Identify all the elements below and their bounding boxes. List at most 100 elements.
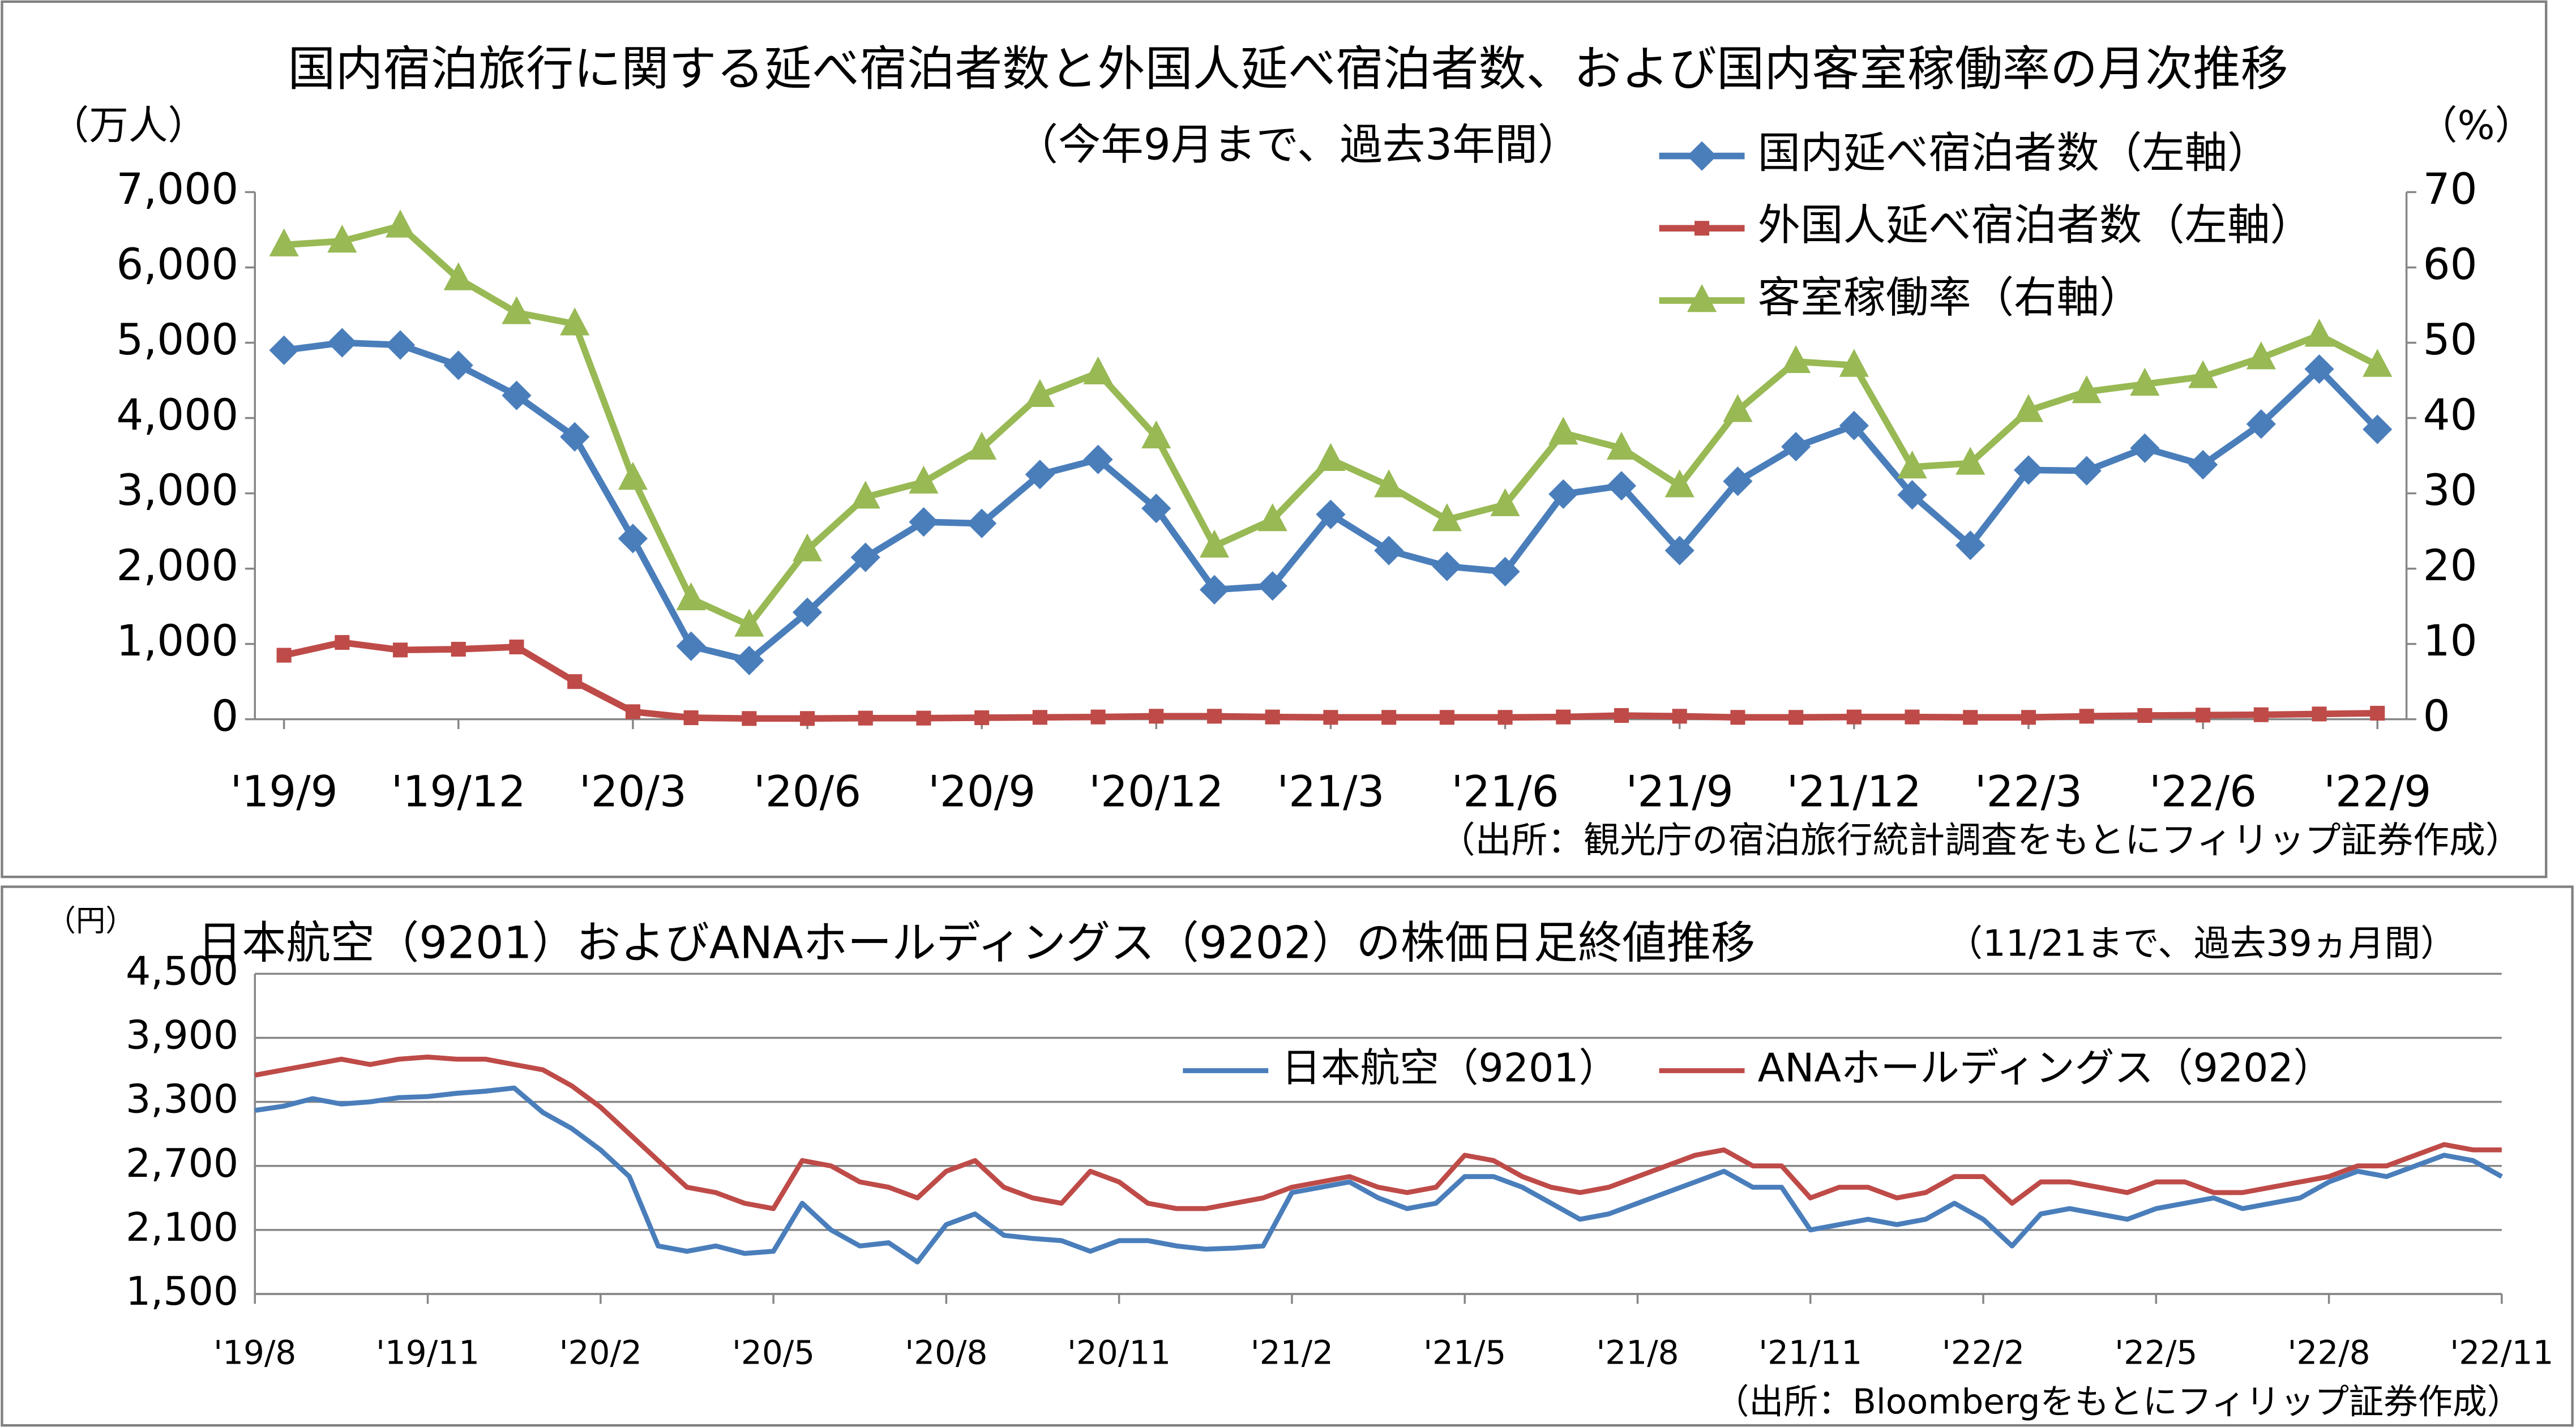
data-point — [502, 296, 532, 324]
x-tick-label: '21/12 — [1787, 767, 1922, 817]
x-tick-label: '20/3 — [579, 767, 687, 817]
y2-tick-label: 60 — [2423, 239, 2477, 289]
data-point — [1905, 709, 1920, 725]
data-point — [1548, 479, 1578, 509]
data-point — [2188, 360, 2218, 388]
y-tick-label: 4,000 — [116, 390, 238, 440]
data-point — [1497, 710, 1513, 725]
data-point — [1614, 708, 1629, 723]
data-point — [734, 608, 764, 637]
data-point — [1672, 709, 1687, 724]
data-point — [1090, 709, 1106, 725]
data-point — [2363, 349, 2393, 377]
data-point — [1664, 469, 1694, 498]
data-point — [1548, 417, 1578, 445]
data-point — [509, 639, 524, 654]
x-tick-label: '21/6 — [1452, 767, 1559, 817]
data-point — [335, 635, 350, 650]
data-point — [1897, 450, 1927, 479]
y-tick-label: 0 — [211, 691, 238, 741]
data-point — [1265, 709, 1280, 725]
data-point — [567, 674, 583, 689]
data-point — [967, 431, 997, 460]
data-point — [1257, 503, 1287, 532]
data-point — [443, 350, 473, 380]
legend-marker — [1694, 221, 1710, 236]
data-point — [1316, 443, 1346, 471]
x-tick-label: '19/12 — [391, 767, 526, 817]
legend-marker — [1687, 141, 1717, 171]
y-tick-label: 2,700 — [126, 1141, 238, 1186]
series-line — [283, 639, 2378, 722]
data-point — [618, 461, 648, 490]
chart-frame — [1, 0, 2548, 879]
x-tick-label: '19/11 — [376, 1333, 480, 1372]
x-tick-label: '20/12 — [1089, 767, 1223, 817]
data-point — [1606, 431, 1637, 460]
x-tick-label: '22/6 — [2149, 767, 2257, 817]
data-point — [2312, 706, 2327, 722]
data-point — [683, 710, 699, 726]
data-point — [1846, 709, 1862, 725]
data-point — [2196, 708, 2211, 723]
y-tick-label: 3,000 — [116, 465, 238, 515]
data-point — [1730, 710, 1745, 725]
y2-tick-label: 10 — [2423, 616, 2477, 666]
data-point — [1381, 710, 1397, 725]
y-tick-label: 2,000 — [116, 541, 238, 590]
data-point — [850, 542, 880, 572]
data-point — [1206, 709, 1222, 724]
y-axis-label: （万人） — [50, 102, 207, 148]
data-point — [974, 710, 990, 726]
data-point — [2246, 341, 2276, 370]
data-point — [1257, 571, 1287, 601]
data-point — [967, 508, 997, 538]
data-point — [443, 262, 473, 290]
data-point — [2072, 375, 2102, 404]
legend-label: 日本航空（9201） — [1281, 1045, 1618, 1091]
data-point — [1323, 710, 1338, 725]
chart-frame — [1, 885, 2574, 1427]
chart-subtitle: （11/21まで、過去39ヵ月間） — [1946, 923, 2457, 965]
data-point — [2130, 367, 2160, 396]
y-tick-label: 1,500 — [126, 1269, 238, 1314]
x-tick-label: '20/9 — [928, 767, 1035, 817]
data-point — [1316, 499, 1346, 529]
x-tick-label: '21/9 — [1626, 767, 1734, 817]
data-point — [676, 582, 706, 611]
y2-tick-label: 70 — [2423, 164, 2477, 214]
data-point — [1606, 471, 1637, 501]
x-tick-label: '22/5 — [2115, 1333, 2197, 1372]
x-tick-label: '19/9 — [230, 767, 338, 817]
x-tick-label: '22/11 — [2450, 1333, 2553, 1372]
y-tick-label: 3,300 — [126, 1077, 238, 1122]
data-point — [1664, 535, 1694, 565]
data-point — [1083, 444, 1113, 474]
data-point — [742, 711, 757, 726]
y-tick-label: 6,000 — [116, 239, 238, 289]
data-point — [2013, 394, 2044, 422]
x-tick-label: '22/8 — [2287, 1333, 2370, 1372]
y-tick-label: 4,500 — [126, 948, 238, 994]
x-tick-label: '21/5 — [1423, 1333, 1506, 1372]
y-tick-label: 2,100 — [126, 1205, 238, 1250]
y2-tick-label: 50 — [2423, 315, 2477, 365]
data-point — [385, 209, 416, 238]
data-point — [1955, 447, 1986, 475]
data-point — [1897, 480, 1927, 510]
data-point — [1490, 556, 1520, 587]
data-point — [799, 711, 815, 726]
data-point — [2137, 708, 2153, 723]
data-point — [1432, 551, 1462, 581]
legend-label: 国内延べ宿泊者数（左軸） — [1758, 128, 2270, 178]
data-point — [1149, 709, 1164, 724]
data-point — [1083, 356, 1113, 385]
data-point — [1839, 410, 1869, 440]
data-point — [560, 307, 590, 336]
data-point — [916, 710, 931, 726]
data-point — [392, 642, 408, 658]
data-point — [1199, 575, 1230, 605]
x-tick-label: '22/2 — [1942, 1333, 2025, 1372]
data-point — [1556, 709, 1571, 725]
